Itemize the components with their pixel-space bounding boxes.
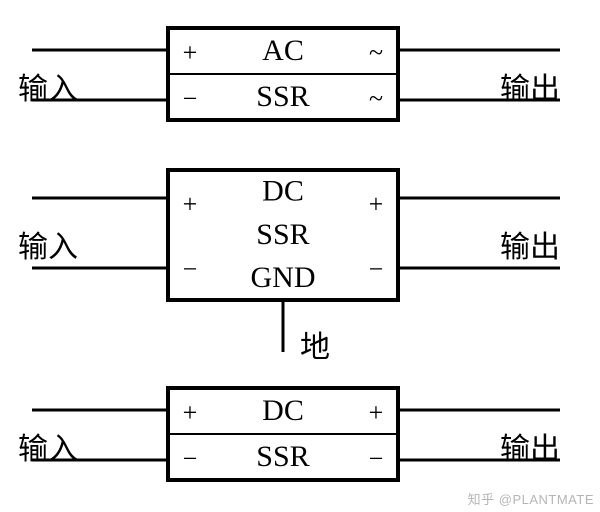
- term-left-top: +: [183, 398, 198, 427]
- block-text: DC: [262, 394, 304, 427]
- term-right-top: +: [369, 398, 384, 427]
- ground-label: 地: [300, 331, 330, 364]
- input-label: 输入: [18, 433, 78, 466]
- block-text: SSR: [256, 80, 309, 113]
- block-ac-ssr: AC SSR + − ~ ~ 输入 输出: [18, 28, 560, 120]
- block-text: GND: [251, 261, 316, 294]
- input-label: 输入: [18, 231, 78, 264]
- term-right-bot: −: [369, 254, 384, 283]
- block-text: SSR: [256, 440, 309, 473]
- input-label: 输入: [18, 73, 78, 106]
- block-dc-ssr: DC SSR + − + − 输入 输出: [18, 388, 560, 480]
- output-label: 输出: [500, 231, 560, 264]
- term-left-bot: −: [183, 444, 198, 473]
- output-label: 输出: [500, 433, 560, 466]
- block-dc-ssr-gnd: DC SSR GND + − + − 输入 输出地: [18, 170, 560, 364]
- block-text: SSR: [256, 218, 309, 251]
- term-left-bot: −: [183, 84, 198, 113]
- block-text: AC: [262, 34, 304, 67]
- term-left-top: +: [183, 189, 198, 218]
- block-text: DC: [262, 175, 304, 208]
- output-label: 输出: [500, 73, 560, 106]
- term-right-bot: −: [369, 444, 384, 473]
- term-left-bot: −: [183, 254, 198, 283]
- term-right-top: ~: [369, 38, 383, 67]
- ssr-diagram: ACSSR+−~~输入输出DCSSRGND+−+−输入输出地DCSSR+−+−输…: [0, 0, 600, 512]
- term-left-top: +: [183, 38, 198, 67]
- term-right-bot: ~: [369, 84, 383, 113]
- term-right-top: +: [369, 189, 384, 218]
